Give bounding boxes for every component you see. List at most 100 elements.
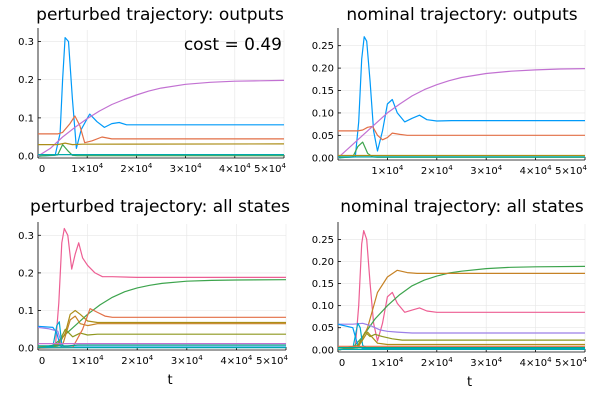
x-tick-exponent: 4 bbox=[547, 356, 552, 364]
y-tick-label: 0.2 bbox=[18, 268, 34, 279]
y-tick-label: 0.10 bbox=[312, 301, 334, 312]
x-tick-label: 5×104 bbox=[555, 164, 587, 177]
series-line-4 bbox=[38, 79, 284, 157]
x-tick-base: 4×10 bbox=[520, 166, 547, 177]
x-tick-exponent: 4 bbox=[282, 162, 287, 170]
x-tick-exponent: 4 bbox=[583, 164, 588, 172]
series-line-6 bbox=[38, 326, 286, 348]
y-tick-label: 0.15 bbox=[312, 86, 334, 97]
series-line-1 bbox=[38, 227, 286, 349]
series-line-6 bbox=[338, 331, 585, 351]
x-tick-base: 2×10 bbox=[120, 164, 147, 175]
x-tick-base: 2×10 bbox=[421, 358, 448, 369]
x-tick-exponent: 4 bbox=[198, 354, 203, 362]
series-line-4 bbox=[38, 315, 286, 348]
panel-3: perturbed trajectory: all states 0.0 0.1 0.… bbox=[18, 197, 290, 388]
series-line-4 bbox=[338, 68, 585, 159]
panel-4: nominal trajectory: all states 0.00 0.05 0.… bbox=[312, 197, 588, 390]
series-line-1 bbox=[338, 230, 585, 351]
x-tick-exponent: 4 bbox=[583, 356, 588, 364]
x-tick-label: 3×104 bbox=[470, 164, 502, 177]
y-tick-label: 0.10 bbox=[312, 108, 334, 119]
x-tick-base: 2×10 bbox=[121, 356, 148, 367]
x-tick-base: 1×10 bbox=[72, 356, 99, 367]
x-tick-exponent: 4 bbox=[246, 162, 251, 170]
x-tick-exponent: 4 bbox=[399, 164, 404, 172]
y-tick-label: 0.05 bbox=[312, 323, 334, 334]
x-tick-base: 3×10 bbox=[170, 164, 197, 175]
x-tick-label: 5×104 bbox=[555, 356, 587, 369]
y-tick-label: 0.20 bbox=[312, 257, 334, 268]
x-tick-base: 1×10 bbox=[371, 166, 398, 177]
panel-title: perturbed trajectory: outputs bbox=[36, 5, 284, 25]
series-line-2 bbox=[338, 265, 585, 351]
y-tick-label: 0.20 bbox=[312, 64, 334, 75]
x-tick-base: 3×10 bbox=[171, 356, 198, 367]
x-tick-label: 1×104 bbox=[371, 356, 403, 369]
x-tick-base: 0 bbox=[39, 356, 45, 367]
x-tick-exponent: 4 bbox=[197, 162, 202, 170]
x-tick-exponent: 4 bbox=[498, 356, 503, 364]
y-tick-label: 0.0 bbox=[18, 152, 34, 163]
x-tick-base: 0 bbox=[339, 358, 345, 369]
x-tick-label: 4×104 bbox=[219, 162, 251, 175]
x-axis-label: t bbox=[467, 375, 472, 390]
y-tick-label: 0.2 bbox=[18, 75, 34, 86]
x-tick-label: 2×104 bbox=[121, 354, 153, 367]
y-tick-label: 0.1 bbox=[18, 113, 34, 124]
panel-2: nominal trajectory: outputs 0.00 0.05 0.10 0… bbox=[312, 5, 588, 177]
x-tick-label: 3×104 bbox=[470, 356, 502, 369]
x-tick-exponent: 4 bbox=[498, 164, 503, 172]
x-tick-base: 3×10 bbox=[470, 358, 497, 369]
series-line-7 bbox=[38, 328, 286, 349]
series-line-2 bbox=[338, 125, 585, 141]
y-tick-label: 0.3 bbox=[18, 37, 34, 48]
x-tick-label: 1×104 bbox=[71, 162, 103, 175]
x-tick-exponent: 4 bbox=[448, 356, 453, 364]
x-tick-base: 5×10 bbox=[555, 166, 582, 177]
panel-title: nominal trajectory: outputs bbox=[346, 5, 577, 25]
x-tick-base: 3×10 bbox=[470, 166, 497, 177]
x-tick-exponent: 4 bbox=[547, 164, 552, 172]
x-tick-label: 2×104 bbox=[421, 356, 453, 369]
x-tick-exponent: 4 bbox=[99, 162, 104, 170]
x-tick-base: 0 bbox=[39, 164, 45, 175]
x-tick-base: 4×10 bbox=[520, 358, 547, 369]
x-tick-label: 0 bbox=[339, 358, 345, 369]
series-line-2 bbox=[38, 115, 284, 144]
y-tick-label: 0.3 bbox=[18, 231, 34, 242]
y-tick-label: 0.25 bbox=[312, 41, 334, 52]
y-tick-label: 0.25 bbox=[312, 235, 334, 246]
series-line-11 bbox=[38, 344, 286, 347]
x-tick-label: 4×104 bbox=[220, 354, 252, 367]
x-tick-label: 2×104 bbox=[421, 164, 453, 177]
series-line-3 bbox=[338, 269, 585, 351]
x-tick-label: 4×104 bbox=[520, 356, 552, 369]
x-tick-base: 1×10 bbox=[371, 358, 398, 369]
cost-annotation: cost = 0.49 bbox=[184, 35, 282, 55]
x-tick-label: 5×104 bbox=[254, 162, 286, 175]
x-tick-label: 3×104 bbox=[170, 162, 202, 175]
x-tick-label: 5×104 bbox=[256, 354, 288, 367]
series-line-5 bbox=[38, 142, 284, 146]
y-tick-label: 0.05 bbox=[312, 131, 334, 142]
y-tick-label: 0.00 bbox=[312, 153, 334, 164]
y-tick-label: 0.15 bbox=[312, 279, 334, 290]
x-tick-base: 4×10 bbox=[220, 356, 247, 367]
x-tick-exponent: 4 bbox=[148, 162, 153, 170]
x-tick-label: 2×104 bbox=[120, 162, 152, 175]
series-line-2 bbox=[38, 279, 286, 349]
x-tick-label: 3×104 bbox=[171, 354, 203, 367]
x-tick-exponent: 4 bbox=[448, 164, 453, 172]
x-tick-label: 1×104 bbox=[72, 354, 104, 367]
x-tick-base: 5×10 bbox=[555, 358, 582, 369]
x-tick-base: 1×10 bbox=[71, 164, 98, 175]
x-tick-exponent: 4 bbox=[248, 354, 253, 362]
x-axis-label: t bbox=[167, 373, 172, 388]
panel-title: nominal trajectory: all states bbox=[340, 197, 584, 217]
y-tick-label: 0.0 bbox=[18, 344, 34, 355]
x-tick-label: 4×104 bbox=[520, 164, 552, 177]
x-tick-base: 2×10 bbox=[421, 166, 448, 177]
